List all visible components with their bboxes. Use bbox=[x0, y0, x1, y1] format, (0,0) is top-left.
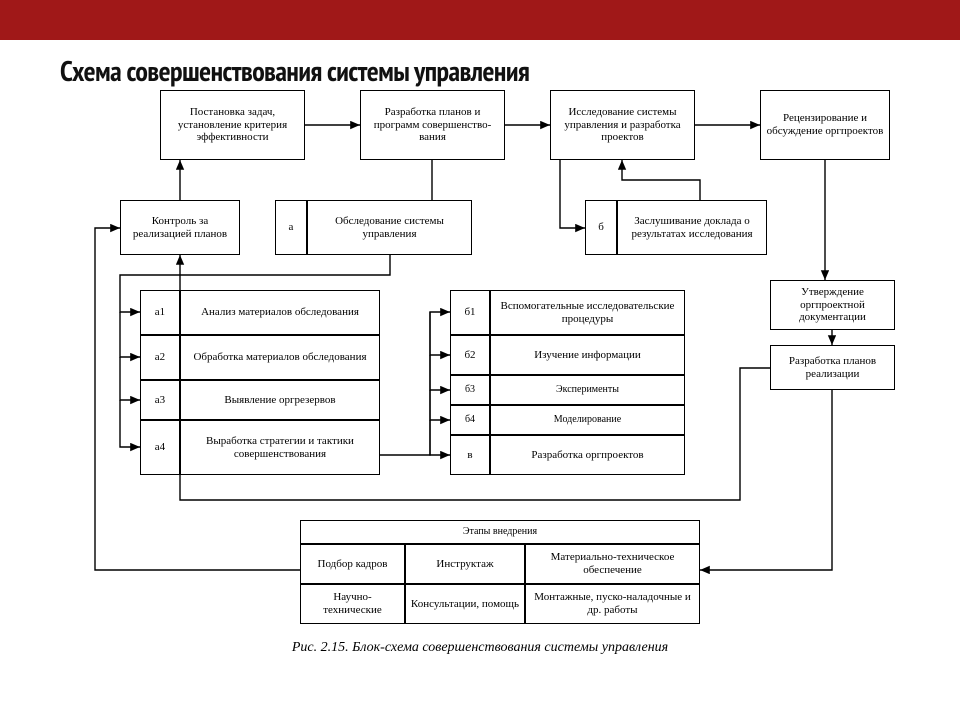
node-n2: Разработка планов и программ совершенств… bbox=[360, 90, 505, 160]
node-r2: Разработка планов реализации bbox=[770, 345, 895, 390]
flowchart-diagram: Рис. 2.15. Блок-схема совершенствования … bbox=[60, 80, 900, 690]
node-e22: Консульта­ции, помощь bbox=[405, 584, 525, 624]
edge-b-b4 bbox=[430, 390, 450, 420]
node-b4: б4 bbox=[450, 405, 490, 435]
node-e21: Научно-технические bbox=[300, 584, 405, 624]
edge-b4-b1 bbox=[430, 312, 450, 420]
node-bv: в bbox=[450, 435, 490, 475]
node-a4: а4 bbox=[140, 420, 180, 475]
edge-r2-etp bbox=[700, 390, 832, 570]
edge-b-b2 bbox=[430, 312, 450, 355]
node-e11: Подбор кадров bbox=[300, 544, 405, 584]
node-b1: б1 bbox=[450, 290, 490, 335]
node-n3: Исследование системы управления и разраб… bbox=[550, 90, 695, 160]
node-e23: Монтажные, пуско-наладочные и др. работы bbox=[525, 584, 700, 624]
node-b3: б3 bbox=[450, 375, 490, 405]
node-a3: а3 bbox=[140, 380, 180, 420]
node-a4t: Выработка стратегии и тактики совершенст… bbox=[180, 420, 380, 475]
node-a1t: Анализ материалов обследования bbox=[180, 290, 380, 335]
figure-caption: Рис. 2.15. Блок-схема совершенствования … bbox=[60, 640, 900, 656]
node-a2t: Обработка материалов обследования bbox=[180, 335, 380, 380]
node-b1t: Вспомогательные исследовательские процед… bbox=[490, 290, 685, 335]
node-etp: Этапы внедрения bbox=[300, 520, 700, 544]
node-b3t: Эксперименты bbox=[490, 375, 685, 405]
edge-bo-n3 bbox=[622, 160, 700, 200]
node-b2: б2 bbox=[450, 335, 490, 375]
node-a: а bbox=[275, 200, 307, 255]
node-n1: Постановка задач, установление критерия … bbox=[160, 90, 305, 160]
node-bvt: Разработка оргпроектов bbox=[490, 435, 685, 475]
edge-a-a4 bbox=[120, 400, 140, 447]
node-b2t: Изучение информации bbox=[490, 335, 685, 375]
node-bo: Заслушивание доклада о результатах иссле… bbox=[617, 200, 767, 255]
header-banner-left bbox=[0, 0, 600, 40]
edge-a-a3 bbox=[120, 357, 140, 400]
header-banner-right bbox=[600, 0, 960, 40]
node-e12: Инструктаж bbox=[405, 544, 525, 584]
node-b4t: Моделирование bbox=[490, 405, 685, 435]
node-b: б bbox=[585, 200, 617, 255]
node-a2: а2 bbox=[140, 335, 180, 380]
node-e13: Материально-техническое обеспечение bbox=[525, 544, 700, 584]
node-r1: Утверждение оргпроектной документации bbox=[770, 280, 895, 330]
node-a3t: Выявление оргрезервов bbox=[180, 380, 380, 420]
node-n4: Рецензиро­вание и обсуждение оргпроектов bbox=[760, 90, 890, 160]
node-k: Контроль за реализацией планов bbox=[120, 200, 240, 255]
edge-a4t-bv bbox=[380, 420, 430, 455]
edge-a-a2 bbox=[120, 312, 140, 357]
node-ao: Обследование системы управления bbox=[307, 200, 472, 255]
edge-b-b3 bbox=[430, 355, 450, 390]
edge-b-bv bbox=[430, 420, 450, 455]
edge-n3-b bbox=[560, 160, 585, 228]
node-a1: а1 bbox=[140, 290, 180, 335]
